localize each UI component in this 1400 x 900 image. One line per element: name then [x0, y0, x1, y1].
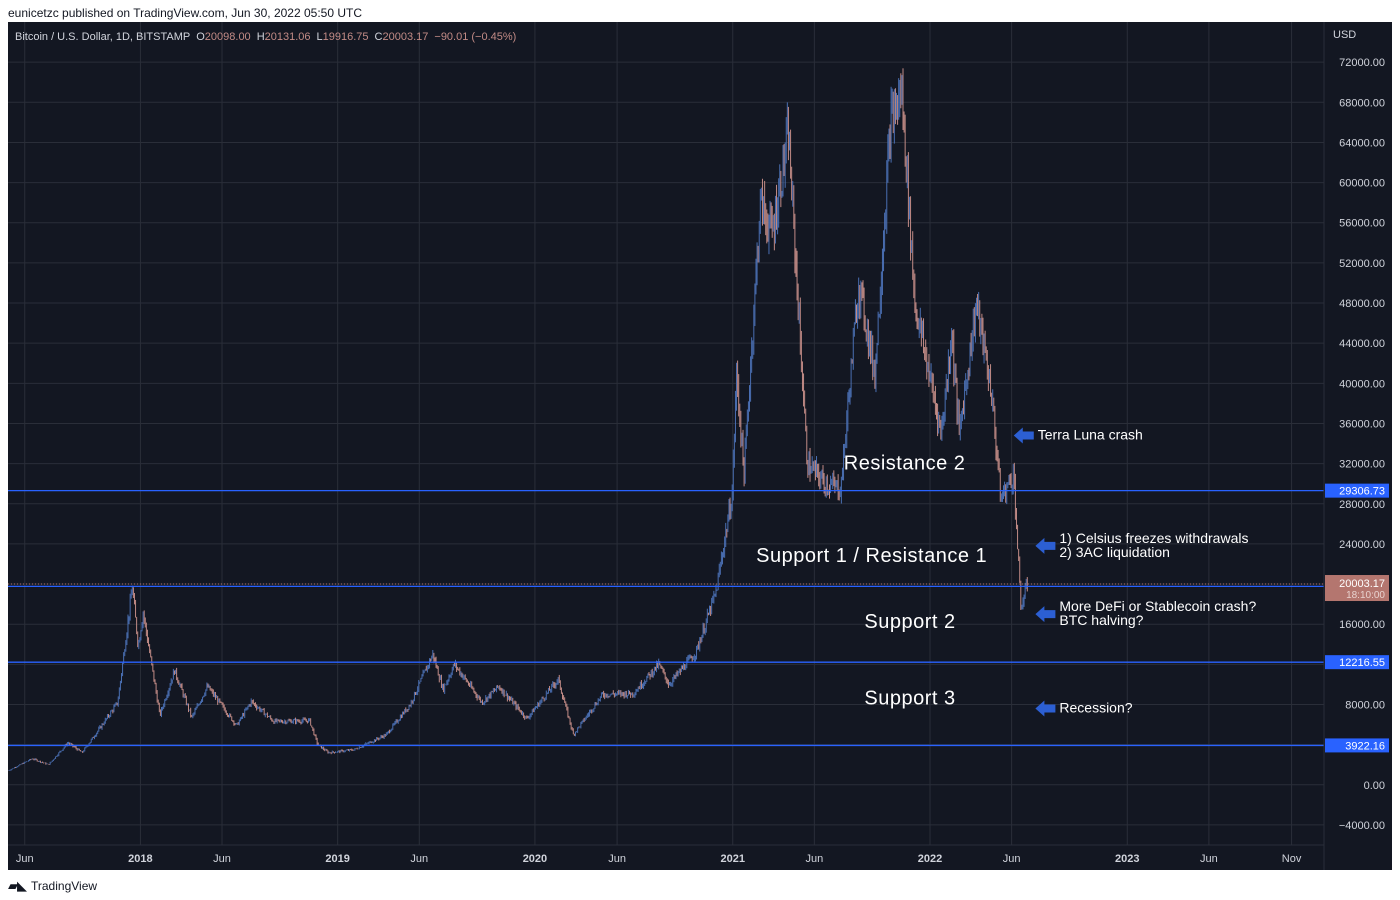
level-price-label: 3922.16 [1345, 740, 1385, 752]
open-value: 20098.00 [205, 31, 251, 43]
footer-brand: TradingView [31, 879, 98, 893]
tradingview-logo-icon: ▰◣ [8, 878, 27, 893]
y-tick-label: 40000.00 [1339, 378, 1385, 390]
annotation: Recession? [1035, 700, 1133, 717]
zone-label: Support 2 [864, 611, 955, 633]
arrow-left-icon [1035, 700, 1056, 717]
candles [8, 68, 1028, 771]
level-price-tag [1325, 738, 1389, 753]
x-tick-label: 2021 [721, 853, 745, 865]
annotation-text: BTC halving? [1059, 612, 1143, 628]
x-tick-label: 2022 [918, 853, 942, 865]
level-price-tag [1325, 655, 1389, 670]
price-chart[interactable]: Resistance 2 Support 1 / Resistance 1 Supp… [8, 22, 1392, 870]
x-tick-label: Jun [410, 853, 428, 865]
grid-lines [8, 22, 1324, 845]
x-tick-label: Jun [608, 853, 626, 865]
current-price-tag [1325, 575, 1389, 602]
chart-background [8, 22, 1392, 870]
y-tick-label: 64000.00 [1339, 137, 1385, 149]
zone-label: Support 1 / Resistance 1 [756, 545, 987, 567]
annotation-text: 2) 3AC liquidation [1059, 544, 1170, 560]
annotation-text: Recession? [1059, 700, 1132, 716]
x-tick-label: Jun [16, 853, 34, 865]
annotation-text: More DeFi or Stablecoin crash? [1059, 598, 1256, 614]
close-label: C [375, 31, 383, 43]
y-tick-label: 8000.00 [1345, 699, 1385, 711]
y-tick-label: 60000.00 [1339, 178, 1385, 190]
time-axis[interactable]: Jun 2018 Jun 2019 Jun 2020 Jun 2021 Jun 2022 Jun 20… [16, 853, 1302, 865]
arrow-left-icon [1035, 537, 1056, 554]
price-tags: 29306.7319770.1912216.553922.1620003.171… [1325, 483, 1389, 753]
annotation: Terra Luna crash [1013, 427, 1143, 444]
ohlc-legend: Bitcoin / U.S. Dollar, 1D, BITSTAMP O2009… [15, 31, 516, 43]
level-price-label: 29306.73 [1339, 486, 1385, 498]
level-price-label: 12216.55 [1339, 657, 1385, 669]
footer: ▰◣ TradingView [8, 878, 97, 894]
x-tick-label: Jun [1003, 853, 1021, 865]
y-tick-label: 32000.00 [1339, 459, 1385, 471]
y-tick-label: 68000.00 [1339, 97, 1385, 109]
annotation-text: Terra Luna crash [1038, 427, 1143, 443]
x-tick-label: Nov [1282, 853, 1302, 865]
high-label: H [257, 31, 265, 43]
zone-label: Support 3 [864, 687, 955, 709]
x-tick-label: Jun [1200, 853, 1218, 865]
chart-frame[interactable]: Resistance 2 Support 1 / Resistance 1 Supp… [8, 22, 1392, 870]
x-tick-label: 2023 [1115, 853, 1139, 865]
arrow-left-icon [1035, 606, 1056, 623]
x-tick-label: 2018 [128, 853, 152, 865]
currency-label: USD [1333, 29, 1356, 41]
horizontal-levels[interactable] [8, 489, 1324, 747]
annotation: More DeFi or Stablecoin crash?BTC halvin… [1035, 598, 1256, 628]
publish-credit: eunicetzc published on TradingView.com, … [8, 6, 362, 20]
high-value: 20131.06 [265, 31, 311, 43]
y-tick-label: 16000.00 [1339, 619, 1385, 631]
current-price-label: 20003.17 [1339, 578, 1385, 590]
y-tick-label: 36000.00 [1339, 418, 1385, 430]
bar-countdown-label: 18:10:00 [1346, 590, 1385, 601]
y-tick-label: 0.00 [1364, 780, 1385, 792]
change-value: −90.01 (−0.45%) [434, 31, 516, 43]
close-value: 20003.17 [383, 31, 429, 43]
arrow-left-icon [1013, 427, 1034, 444]
low-label: L [317, 31, 323, 43]
annotations: Terra Luna crash 1) Celsius freezes withd… [1013, 427, 1256, 717]
low-value: 19916.75 [323, 31, 369, 43]
x-tick-label: Jun [213, 853, 231, 865]
y-tick-label: 28000.00 [1339, 499, 1385, 511]
y-tick-label: 56000.00 [1339, 218, 1385, 230]
y-tick-label: 52000.00 [1339, 258, 1385, 270]
zone-label: Resistance 2 [844, 453, 966, 475]
y-tick-label: 48000.00 [1339, 298, 1385, 310]
y-tick-label: 24000.00 [1339, 539, 1385, 551]
x-tick-label: 2020 [523, 853, 547, 865]
zone-labels: Resistance 2 Support 1 / Resistance 1 Supp… [756, 453, 987, 710]
level-price-tag [1325, 483, 1389, 498]
symbol-title: Bitcoin / U.S. Dollar, 1D, BITSTAMP [15, 31, 190, 43]
y-tick-label: −4000.00 [1339, 820, 1385, 832]
x-tick-label: Jun [805, 853, 823, 865]
annotation-text: 1) Celsius freezes withdrawals [1059, 530, 1248, 546]
y-tick-label: 44000.00 [1339, 338, 1385, 350]
y-tick-label: 72000.00 [1339, 57, 1385, 69]
x-tick-label: 2019 [325, 853, 349, 865]
open-label: O [196, 31, 205, 43]
